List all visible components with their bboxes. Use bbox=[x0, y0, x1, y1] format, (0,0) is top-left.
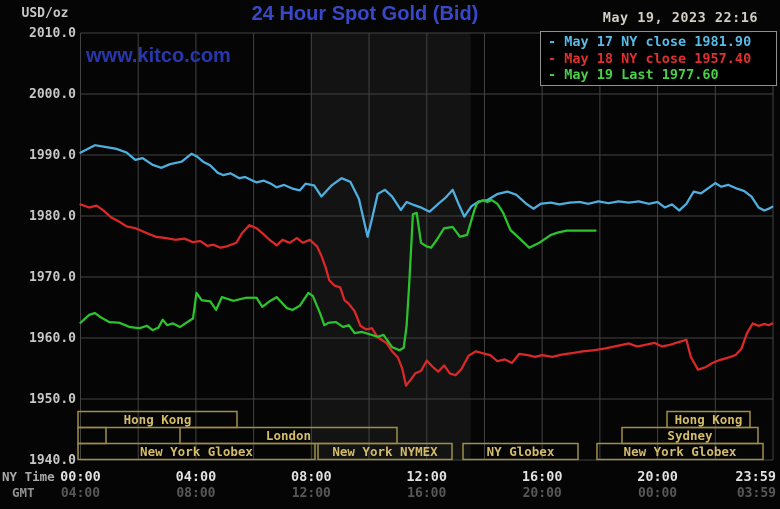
session-label: NY Globex bbox=[487, 444, 555, 459]
y-axis-units-label: USD/oz bbox=[21, 6, 69, 21]
ny-time-tick-label: 16:00 bbox=[522, 469, 563, 485]
session-box bbox=[596, 442, 764, 461]
gmt-tick-label: 16:00 bbox=[407, 486, 446, 501]
legend-item-may17: - May 17 NY close 1981.90 bbox=[548, 34, 752, 50]
session-box bbox=[77, 442, 316, 461]
y-tick-label: 1980.0 bbox=[29, 209, 76, 224]
y-tick-label: 1970.0 bbox=[29, 270, 76, 285]
session-box bbox=[317, 442, 453, 461]
x-axis-ny-time-caption: NY Time bbox=[2, 469, 55, 484]
series-may17-line bbox=[79, 144, 774, 238]
gmt-tick-label: 12:00 bbox=[292, 486, 331, 501]
series-may18-line bbox=[79, 203, 774, 387]
legend-box: - May 17 NY close 1981.90 - May 18 NY cl… bbox=[540, 31, 777, 86]
ny-time-tick-label: 23:59 bbox=[735, 469, 776, 485]
session-label: New York Globex bbox=[624, 444, 737, 459]
gmt-tick-label: 08:00 bbox=[176, 486, 215, 501]
y-tick-label: 1950.0 bbox=[29, 392, 76, 407]
legend-item-may19: - May 19 Last 1977.60 bbox=[548, 67, 719, 83]
ny-time-tick-label: 04:00 bbox=[176, 469, 217, 485]
y-tick-label: 2000.0 bbox=[29, 87, 76, 102]
ny-time-tick-label: 20:00 bbox=[637, 469, 678, 485]
gmt-tick-label: 00:00 bbox=[638, 486, 677, 501]
y-tick-label: 1990.0 bbox=[29, 148, 76, 163]
chart-title: 24 Hour Spot Gold (Bid) bbox=[251, 3, 479, 25]
session-label: New York NYMEX bbox=[332, 444, 438, 459]
gmt-tick-label: 03:59 bbox=[737, 486, 776, 501]
gmt-tick-label: 04:00 bbox=[61, 486, 100, 501]
ny-time-tick-label: 12:00 bbox=[406, 469, 447, 485]
y-tick-label: 1960.0 bbox=[29, 331, 76, 346]
series-may19-line bbox=[79, 198, 597, 352]
y-tick-label: 1940.0 bbox=[29, 453, 76, 468]
ny-time-tick-label: 08:00 bbox=[291, 469, 332, 485]
session-label: Hong Kong bbox=[124, 412, 192, 427]
kitco-watermark: www.kitco.com bbox=[86, 45, 231, 67]
session-box bbox=[77, 410, 238, 429]
x-axis-gmt-caption: GMT bbox=[12, 485, 35, 500]
legend-item-may18: - May 18 NY close 1957.40 bbox=[548, 50, 752, 67]
chart-timestamp: May 19, 2023 22:16 bbox=[602, 10, 758, 26]
nymex-hours-shading bbox=[310, 33, 471, 460]
ny-time-tick-label: 00:00 bbox=[60, 469, 101, 485]
session-label: Hong Kong bbox=[675, 412, 743, 427]
y-tick-label: 2010.0 bbox=[29, 26, 76, 41]
session-box bbox=[77, 426, 107, 445]
session-box bbox=[462, 442, 579, 461]
session-label: New York Globex bbox=[140, 444, 253, 459]
session-label: London bbox=[266, 428, 311, 443]
session-label: Sydney bbox=[667, 428, 713, 443]
gmt-tick-label: 20:00 bbox=[523, 486, 562, 501]
